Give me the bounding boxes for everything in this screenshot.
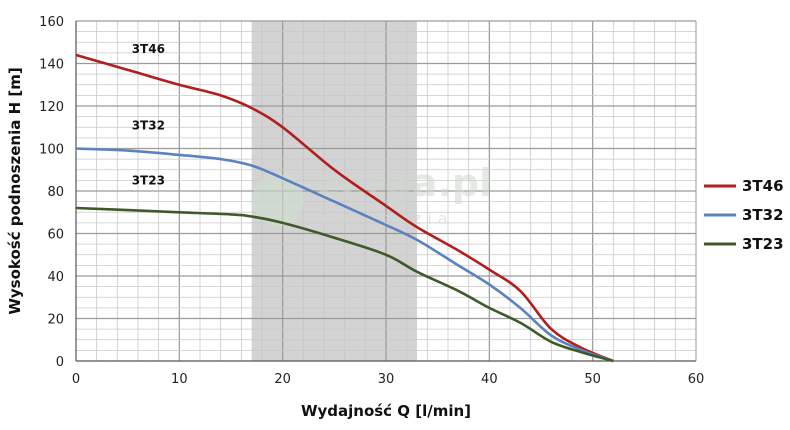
y-tick-label: 40 xyxy=(47,270,64,285)
curve-label-3t46: 3T46 xyxy=(132,42,165,56)
curve-label-layer: 3T46 3T32 3T23 xyxy=(132,42,165,188)
y-tick-label: 100 xyxy=(39,143,64,158)
y-axis-title: Wysokość podnoszenia H [m] xyxy=(6,67,24,314)
x-tick-label: 10 xyxy=(171,372,188,387)
series-line-3t46 xyxy=(75,53,614,363)
series-layer xyxy=(75,53,614,363)
y-tick-label: 80 xyxy=(47,185,64,200)
watermark: zerga.pl narzędzia xyxy=(252,161,492,228)
x-axis-title: Wydajność Q [l/min] xyxy=(301,402,471,420)
y-tick-label: 160 xyxy=(39,15,64,30)
legend-label-3t32: 3T32 xyxy=(742,206,784,224)
y-tick-label: 120 xyxy=(39,100,64,115)
watermark-subtitle: narzędzia xyxy=(322,209,454,228)
axis-layer: 0 10 20 30 40 50 60 0 20 40 60 80 100 120 140 160 xyxy=(39,15,704,387)
legend-label-3t23: 3T23 xyxy=(742,235,784,253)
legend: 3T46 3T32 3T23 xyxy=(704,177,784,253)
x-tick-label: 50 xyxy=(584,372,601,387)
watermark-logo-icon xyxy=(252,174,304,226)
y-tick-label: 0 xyxy=(56,355,64,370)
series-line-3t23 xyxy=(75,206,614,363)
x-tick-label: 30 xyxy=(378,372,395,387)
y-tick-label: 140 xyxy=(39,58,64,73)
curve-label-3t32: 3T32 xyxy=(132,118,165,132)
x-tick-label: 20 xyxy=(274,372,291,387)
y-tick-label: 20 xyxy=(47,313,64,328)
x-tick-label: 60 xyxy=(688,372,705,387)
series-line-3t32 xyxy=(75,147,614,363)
legend-label-3t46: 3T46 xyxy=(742,177,784,195)
y-tick-label: 60 xyxy=(47,228,64,243)
x-tick-label: 0 xyxy=(72,372,80,387)
x-tick-label: 40 xyxy=(481,372,498,387)
curve-label-3t23: 3T23 xyxy=(132,174,165,188)
watermark-title: zerga.pl xyxy=(318,161,492,205)
